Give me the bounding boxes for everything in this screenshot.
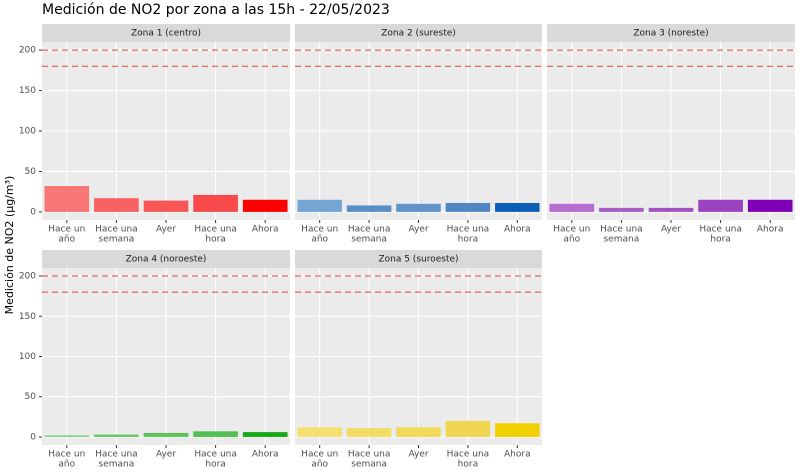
strip [295,24,542,42]
x-tick-label: Hace un [48,450,85,460]
bar [193,431,238,437]
x-tick-label: semana [351,235,387,245]
y-tick-label: 200 [19,46,36,56]
x-tick-label: semana [99,235,135,245]
y-tick-label: 0 [30,207,36,217]
x-tick-label: Hace una [95,225,138,235]
x-tick-label: Ayer [156,450,176,460]
strip [295,250,542,268]
x-tick-label: año [58,235,75,245]
y-tick-label: 100 [19,127,36,137]
y-tick-label: 200 [19,272,36,282]
y-tick-label: 100 [19,352,36,362]
bar [44,435,90,437]
panel-title: Zona 5 (suroeste) [378,255,458,265]
x-tick-label: Hace una [447,450,490,460]
panel-title: Zona 4 (noroeste) [126,255,207,265]
bar [44,186,90,212]
bar [747,199,793,212]
x-tick-label: Hace una [447,225,490,235]
x-tick-label: Ahora [757,225,784,235]
x-tick-label: año [311,460,328,470]
x-tick-label: hora [205,235,225,245]
x-tick-label: año [563,235,580,245]
x-tick-label: Ayer [408,450,428,460]
bar [94,434,139,437]
y-tick-label: 50 [25,167,37,177]
x-tick-label: Ayer [156,225,176,235]
x-tick-label: Hace una [348,225,391,235]
y-tick-label: 150 [19,86,36,96]
panel-title: Zona 1 (centro) [131,29,201,39]
bar [396,203,441,212]
x-tick-label: Ahora [252,225,279,235]
x-tick-label: Hace un [48,225,85,235]
x-tick-label: Hace un [301,450,338,460]
x-tick-label: año [58,460,75,470]
x-tick-label: Hace una [600,225,643,235]
strip [547,24,795,42]
x-tick-label: Hace una [194,450,237,460]
x-tick-label: Ayer [661,225,681,235]
x-tick-label: semana [351,460,387,470]
bar [193,194,238,212]
bar [94,198,139,212]
y-tick-label: 0 [30,432,36,442]
bar [242,199,288,212]
strip [42,250,290,268]
x-tick-label: Ahora [504,450,531,460]
bar [445,420,491,437]
y-tick-label: 50 [25,392,37,402]
y-axis-label: Medición de NO2 (µg/m³) [3,176,16,315]
x-tick-label: Ayer [408,225,428,235]
bar [648,207,694,212]
x-tick-label: Ahora [252,450,279,460]
bar [549,203,595,212]
x-tick-label: hora [458,460,478,470]
x-tick-label: Hace una [95,450,138,460]
bar [396,427,441,437]
x-tick-label: Hace una [194,225,237,235]
y-tick-label: 150 [19,312,36,322]
x-tick-label: año [311,235,328,245]
bar [698,199,743,212]
bar [242,432,288,437]
panel-title: Zona 2 (sureste) [381,29,456,39]
x-tick-label: Hace un [301,225,338,235]
bar [346,205,392,212]
x-tick-label: semana [99,460,135,470]
x-tick-label: hora [710,235,730,245]
bar [297,427,342,437]
x-tick-label: Hace una [699,225,742,235]
bar [599,207,644,212]
x-tick-label: Hace un [553,225,590,235]
bar [495,423,540,437]
strip [42,24,290,42]
x-tick-label: semana [604,235,640,245]
bar [495,203,540,212]
bar [143,432,189,437]
x-tick-label: Hace una [348,450,391,460]
x-tick-label: hora [205,460,225,470]
x-tick-label: Ahora [504,225,531,235]
bar [445,203,491,212]
x-tick-label: hora [458,235,478,245]
chart-title: Medición de NO2 por zona a las 15h - 22/… [42,2,390,18]
bar [346,428,392,437]
bar [297,199,342,212]
panel-title: Zona 3 (noreste) [633,29,708,39]
bar [143,200,189,212]
